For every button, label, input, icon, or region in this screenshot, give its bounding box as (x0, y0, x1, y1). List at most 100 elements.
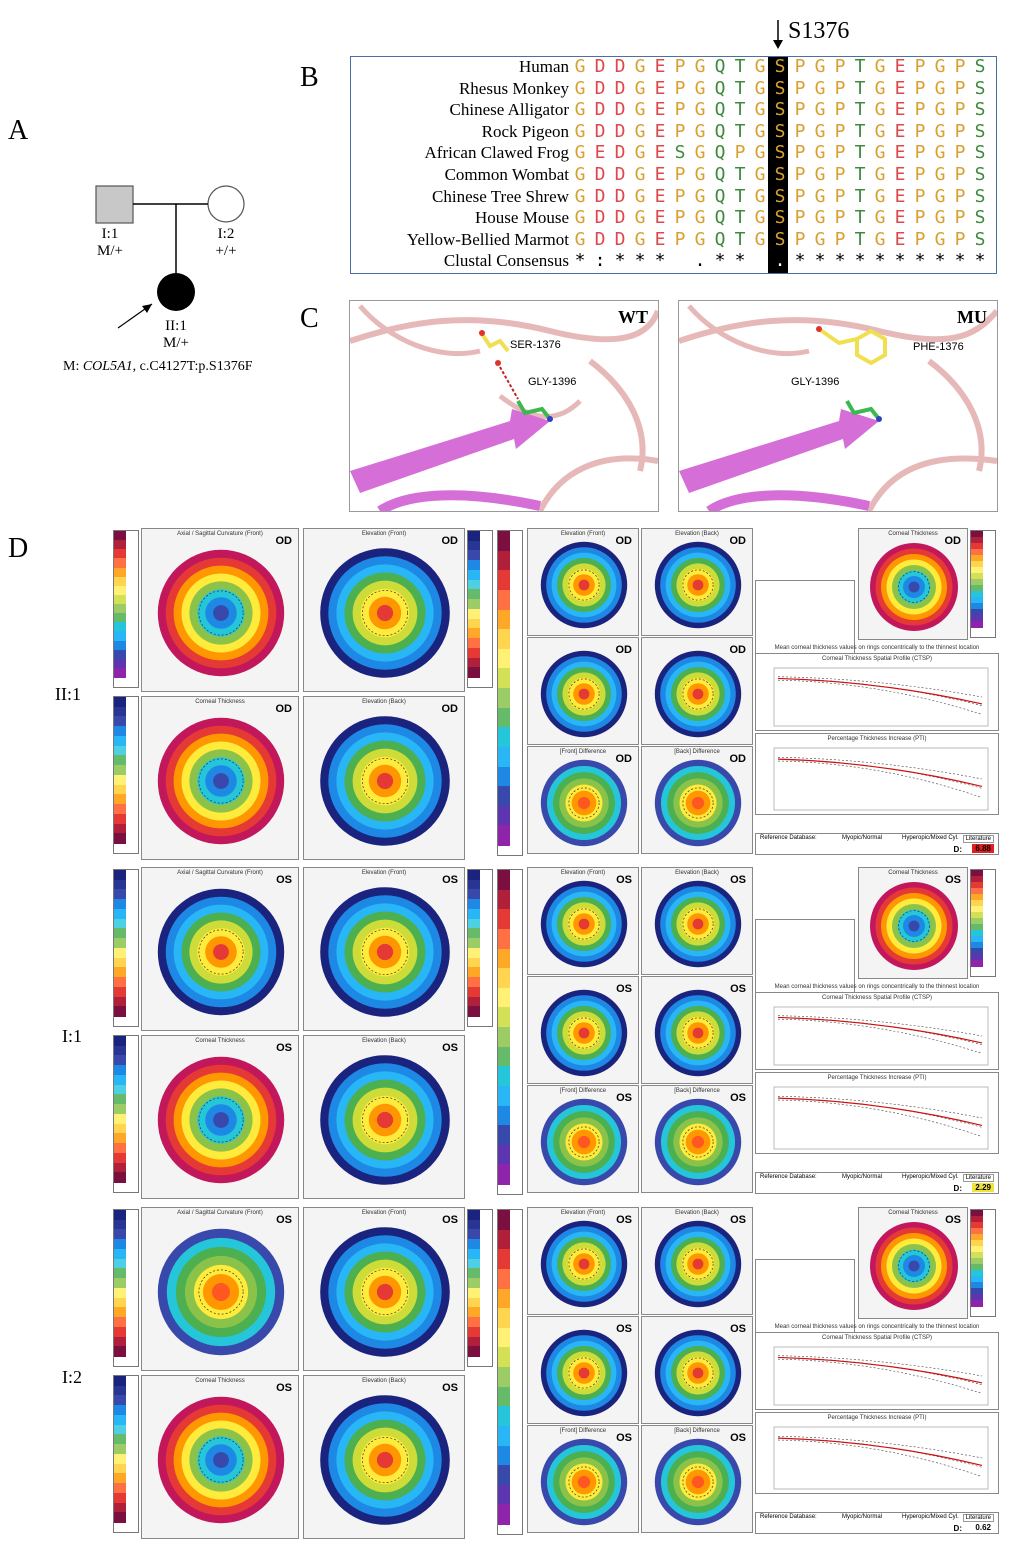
map-title: Elevation (Front) (361, 531, 407, 537)
eye-label: OS (616, 983, 632, 995)
corneal-map (540, 1329, 628, 1417)
eye-label: OD (615, 753, 633, 765)
d-value: 0.62 (972, 1523, 994, 1532)
eye-label: OS (730, 1214, 746, 1226)
map-title: [Back] Difference (674, 749, 720, 755)
corneal-map (654, 1220, 742, 1308)
topography-map: Axial / Sagittal Curvature (Front) OS (141, 867, 299, 1031)
corneal-map (654, 541, 742, 629)
mean-thickness-caption: Mean corneal thickness values on rings c… (774, 1324, 980, 1330)
topography-map: Elevation (Front) OS (527, 1207, 639, 1315)
eye-label: OD (729, 753, 747, 765)
eye-label: OS (945, 1214, 961, 1226)
topography-map: OS (527, 1316, 639, 1424)
topography-map: Elevation (Front) OS (303, 867, 465, 1031)
color-scale (970, 1209, 996, 1317)
mu-residue-1376: PHE-1376 (913, 341, 964, 353)
eye-label: OS (616, 874, 632, 886)
map-title: Corneal Thickness (195, 699, 245, 705)
corneal-map (157, 717, 285, 845)
topography-map: Corneal Thickness OD (141, 696, 299, 860)
color-scale (113, 1035, 139, 1193)
corneal-map (870, 882, 958, 970)
pedigree-i1-genotype: M/+ (97, 243, 123, 259)
wt-residue-1376: SER-1376 (510, 339, 561, 351)
topography-map: OS (641, 976, 753, 1084)
consensus-row: *: * * * . * * . * * * * * * * * * * (574, 250, 986, 272)
species-label: Rock Pigeon (481, 121, 569, 141)
ref-option-myopic: Myopic/Normal (842, 1174, 883, 1180)
mutation-note: M: COL5A1, c.C4127T:p.S1376F (63, 359, 253, 375)
eye-label: OS (442, 874, 458, 886)
panel-label-d: D (8, 533, 29, 564)
map-title: Elevation (Front) (361, 870, 407, 876)
color-scale (113, 530, 139, 688)
map-title: Corneal Thickness (195, 1378, 245, 1384)
corneal-map (540, 541, 628, 629)
eye-label: OS (730, 1092, 746, 1104)
topography-map: Elevation (Back) OD (303, 696, 465, 860)
color-scale (113, 1375, 139, 1533)
chart-title: Corneal Thickness Spatial Profile (CTSP) (822, 1335, 932, 1341)
map-title: Elevation (Back) (675, 870, 719, 876)
corneal-map (654, 1098, 742, 1186)
reference-database-label: Reference Database: (760, 835, 817, 841)
color-scale (467, 530, 493, 688)
topography-map: [Front] Difference OS (527, 1425, 639, 1533)
panel-label-b: B (300, 62, 319, 93)
corneal-map (157, 888, 285, 1016)
color-scale (970, 530, 996, 638)
topography-map: Elevation (Back) OS (303, 1375, 465, 1539)
panel-label-a: A (8, 115, 29, 146)
pedigree-ii1-genotype: M/+ (163, 335, 189, 351)
wt-tag: WT (617, 307, 648, 327)
eye-label: OD (275, 535, 293, 547)
species-label: Rhesus Monkey (458, 78, 569, 98)
color-scale (467, 869, 493, 1027)
corneal-map (157, 549, 285, 677)
eye-label: OS (442, 1042, 458, 1054)
eye-label: OS (945, 874, 961, 886)
s1376-marker-label: S1376 (788, 18, 850, 44)
thickness-chart: Percentage Thickness Increase (PTI) (755, 733, 999, 815)
mutation-gene: COL5A1 (82, 359, 133, 374)
color-scale (497, 1209, 523, 1535)
topography-map: Axial / Sagittal Curvature (Front) OS (141, 1207, 299, 1371)
eye-label: OD (615, 644, 633, 656)
color-scale (467, 1209, 493, 1367)
species-label: House Mouse (475, 208, 569, 228)
alignment-box (350, 56, 997, 274)
eye-label: OD (729, 535, 747, 547)
ref-option-myopic: Myopic/Normal (842, 1514, 883, 1520)
map-title: [Back] Difference (674, 1088, 720, 1094)
d-value: 6.88 (972, 844, 994, 853)
map-title: [Front] Difference (559, 749, 607, 755)
eye-label: OS (616, 1323, 632, 1335)
literature-button: Literature (962, 1514, 994, 1522)
map-title: Corneal Thickness (888, 1210, 938, 1216)
map-title: Corneal Thickness (888, 531, 938, 537)
topography-map: [Front] Difference OS (527, 1085, 639, 1193)
pedigree-i2-genotype: +/+ (215, 243, 237, 259)
thickness-chart: Corneal Thickness Spatial Profile (CTSP) (755, 653, 999, 731)
corneal-map (654, 759, 742, 847)
reference-database-bar: Reference Database: Myopic/Normal Hyperopi… (755, 1512, 999, 1534)
eye-label: OD (441, 535, 459, 547)
corneal-map (540, 1098, 628, 1186)
row-label-i2: I:2 (62, 1367, 82, 1387)
topography-map: Corneal Thickness OS (858, 867, 968, 979)
eye-label: OD (729, 644, 747, 656)
mean-thickness-caption: Mean corneal thickness values on rings c… (774, 984, 980, 990)
corneal-map (654, 650, 742, 738)
topography-map: [Back] Difference OD (641, 746, 753, 854)
reference-database-bar: Reference Database: Myopic/Normal Hyperopi… (755, 1172, 999, 1194)
topography-map: [Back] Difference OS (641, 1425, 753, 1533)
eye-label: OS (276, 1214, 292, 1226)
corneal-map (320, 1227, 450, 1357)
corneal-map (320, 887, 450, 1017)
